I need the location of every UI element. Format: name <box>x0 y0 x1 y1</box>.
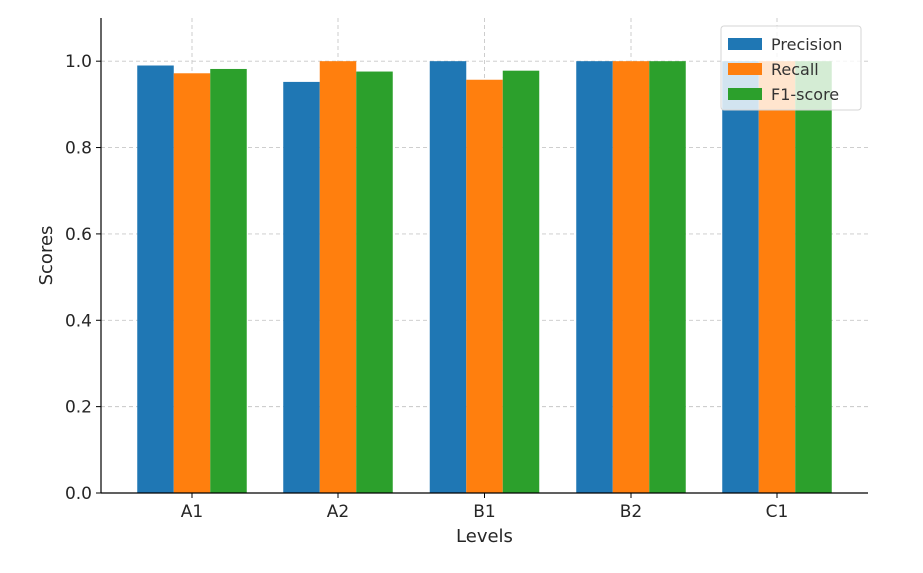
y-tick-label: 0.4 <box>65 311 92 331</box>
bar-recall-c1 <box>758 61 796 493</box>
bar-precision-a1 <box>137 65 174 493</box>
bar-recall-b2 <box>612 61 650 493</box>
bars <box>137 61 832 494</box>
y-tick-label: 0.6 <box>65 225 92 245</box>
legend: Precision Recall F1-score <box>720 25 862 111</box>
bar-f1-score-a1 <box>210 68 247 494</box>
legend-label: Precision <box>771 35 842 54</box>
legend-label: F1-score <box>771 85 839 104</box>
bar-precision-c1 <box>722 61 759 493</box>
x-ticks: A1 A2 B1 B2 C1 <box>181 493 789 522</box>
y-tick-label: 1.0 <box>65 52 92 72</box>
bar-f1-score-b2 <box>649 61 686 493</box>
bar-precision-a2 <box>283 81 320 493</box>
x-tick-label: B2 <box>620 502 642 522</box>
y-tick-label: 0.8 <box>65 139 92 159</box>
bar-f1-score-a2 <box>356 71 393 493</box>
bar-precision-b2 <box>576 61 613 493</box>
y-tick-label: 0.2 <box>65 398 92 418</box>
legend-swatch <box>728 63 762 75</box>
legend-label: Recall <box>771 60 819 79</box>
bar-f1-score-c1 <box>795 61 832 493</box>
bar-recall-a1 <box>173 73 211 493</box>
x-tick-label: A1 <box>181 502 203 522</box>
bar-recall-a2 <box>319 61 357 493</box>
bar-f1-score-b1 <box>502 70 540 493</box>
bar-precision-b1 <box>429 61 467 493</box>
x-tick-label: B1 <box>473 502 495 522</box>
legend-swatch <box>728 38 762 50</box>
x-tick-label: A2 <box>327 502 349 522</box>
legend-swatch <box>728 88 762 100</box>
y-ticks: 0.0 0.2 0.4 0.6 0.8 1.0 <box>65 52 101 504</box>
bar-recall-b1 <box>466 79 503 493</box>
y-tick-label: 0.0 <box>65 484 92 504</box>
x-tick-label: C1 <box>766 502 789 522</box>
y-axis-label: Scores <box>36 226 57 286</box>
x-axis-label: Levels <box>456 526 513 547</box>
